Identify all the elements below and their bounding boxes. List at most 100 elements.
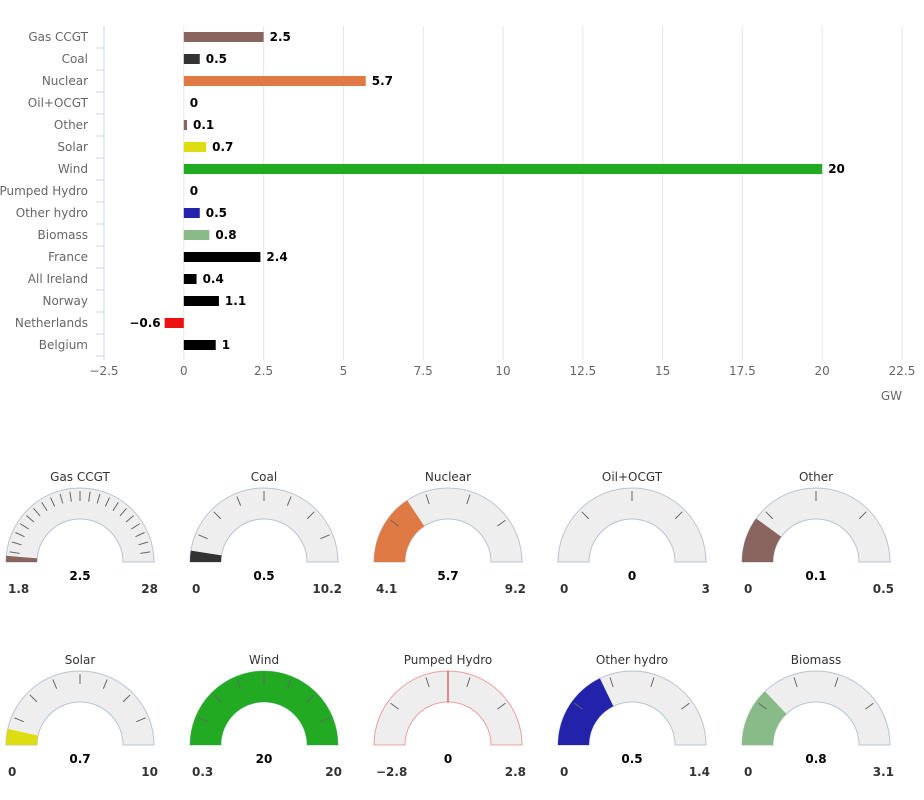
- gauge-fill: [558, 678, 614, 745]
- gauge-tick: [11, 541, 22, 546]
- data-label: 1.1: [225, 294, 246, 308]
- gauge-fill: [190, 671, 338, 745]
- gauge-tick: [650, 677, 655, 688]
- gauge-tick: [102, 679, 108, 689]
- gauge-track: [373, 670, 523, 746]
- bar[interactable]: [183, 274, 197, 284]
- bar[interactable]: [183, 208, 200, 218]
- bar[interactable]: [183, 164, 823, 174]
- gauge-title: Pumped Hydro: [403, 653, 493, 667]
- gauge-tick: [26, 515, 35, 523]
- gauge-track: [557, 487, 707, 563]
- gauge-tick: [15, 532, 25, 538]
- gauge-tick: [765, 511, 774, 520]
- gauge-min-label: 0: [744, 582, 753, 596]
- gauge-value: 0: [627, 569, 637, 583]
- gauge-max-label: 3.1: [872, 765, 894, 779]
- gauge-title: Gas CCGT: [50, 470, 110, 484]
- gauge-dial: [557, 670, 707, 746]
- gauge-min-label: 0.3: [192, 765, 214, 779]
- y-category-label: Gas CCGT: [28, 30, 88, 44]
- x-tick-label: 20: [815, 364, 830, 378]
- gauge-tick: [198, 717, 208, 723]
- x-tick-label: 10: [495, 364, 510, 378]
- gauge-fill: [6, 728, 39, 745]
- gauge-tick: [50, 497, 56, 507]
- gauge-max-label: 20: [325, 765, 342, 779]
- bar[interactable]: [183, 252, 261, 262]
- bar[interactable]: [183, 340, 216, 350]
- x-tick-label: 15: [655, 364, 670, 378]
- gauge-fill: [742, 691, 787, 745]
- gauge-tick: [425, 677, 430, 688]
- gauge-tick: [674, 511, 683, 520]
- gauge-value: 0.1: [805, 569, 827, 583]
- gauge-tick: [574, 702, 583, 710]
- gauge-title: Wind: [248, 653, 280, 667]
- gauge-tick: [834, 677, 839, 688]
- bar[interactable]: [183, 32, 264, 42]
- gauge-tick: [135, 532, 145, 538]
- bar[interactable]: [183, 54, 200, 64]
- gauge-dial: [189, 670, 339, 746]
- y-category-label: Belgium: [39, 338, 88, 352]
- gauge-dial: [557, 487, 707, 563]
- bar[interactable]: [183, 230, 210, 240]
- gauge-min-label: 0: [192, 582, 201, 596]
- x-tick-label: 12.5: [569, 364, 596, 378]
- gauge-gas-ccgt: Gas CCGT 2.5 1.8 28: [2, 470, 172, 600]
- y-category-label: All Ireland: [28, 272, 88, 286]
- gauge-track: [741, 670, 891, 746]
- gauge-value: 0.5: [253, 569, 275, 583]
- data-label: 0.8: [215, 228, 236, 242]
- gauge-max-label: 1.4: [688, 765, 710, 779]
- gauge-min-label: 1.8: [8, 582, 30, 596]
- gauge-value: 0: [443, 752, 453, 766]
- y-category-label: Other: [54, 118, 88, 132]
- gauge-title: Solar: [64, 653, 96, 667]
- bar[interactable]: [183, 76, 366, 86]
- bar[interactable]: [183, 296, 219, 306]
- gauge-dial: [373, 670, 523, 746]
- gauge-title: Other hydro: [595, 653, 669, 667]
- bar[interactable]: [183, 142, 207, 152]
- gauge-max-label: 28: [141, 582, 158, 596]
- gauge-solar: Solar 0.7 0 10: [2, 653, 172, 783]
- gauge-wind: Wind 20 0.3 20: [186, 653, 356, 783]
- data-label: 1: [222, 338, 230, 352]
- gauge-tick: [125, 515, 134, 523]
- gauge-value: 0.5: [621, 752, 643, 766]
- gauge-tick: [466, 494, 471, 505]
- data-label: 0.1: [193, 118, 214, 132]
- gauge-tick: [236, 679, 242, 689]
- data-label: 0.5: [206, 206, 227, 220]
- gauge-tick: [119, 508, 127, 517]
- gauge-tick: [425, 494, 430, 505]
- gauge-nuclear: Nuclear 5.7 4.1 9.2: [370, 470, 540, 600]
- gauge-tick: [320, 717, 330, 723]
- x-tick-label: 2.5: [254, 364, 273, 378]
- data-label: 20: [828, 162, 845, 176]
- x-tick-label: 17.5: [729, 364, 756, 378]
- gauge-tick: [140, 551, 151, 554]
- gauge-tick: [14, 717, 24, 723]
- gauge-tick: [138, 541, 149, 546]
- gauge-title: Coal: [250, 470, 278, 484]
- bar[interactable]: [183, 120, 187, 130]
- y-category-label: Nuclear: [42, 74, 88, 88]
- gauge-tick: [236, 496, 242, 506]
- data-label: 0.4: [203, 272, 224, 286]
- gauge-title: Biomass: [790, 653, 842, 667]
- data-label: 0: [190, 184, 198, 198]
- gauge-oil-ocgt: Oil+OCGT 0 0 3: [554, 470, 724, 600]
- gauge-track: [741, 487, 891, 563]
- gauge-other: Other 0.1 0 0.5: [738, 470, 908, 600]
- gauge-min-label: 0: [560, 582, 569, 596]
- y-category-label: Coal: [62, 52, 88, 66]
- gauge-min-label: 0: [8, 765, 17, 779]
- bar[interactable]: [164, 318, 184, 328]
- gauge-title: Oil+OCGT: [601, 470, 663, 484]
- data-label: 0.7: [212, 140, 233, 154]
- data-label: 2.4: [266, 250, 287, 264]
